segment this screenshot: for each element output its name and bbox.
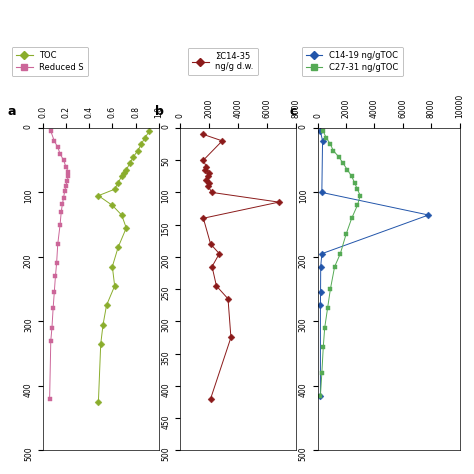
Legend: ΣC14-35
ng/g d.w.: ΣC14-35 ng/g d.w. bbox=[188, 48, 258, 75]
Text: a: a bbox=[8, 105, 16, 118]
Legend: TOC, Reduced S: TOC, Reduced S bbox=[12, 47, 88, 76]
Legend: C14-19 ng/gTOC, C27-31 ng/gTOC: C14-19 ng/gTOC, C27-31 ng/gTOC bbox=[301, 47, 402, 76]
Text: c: c bbox=[289, 105, 297, 118]
Text: b: b bbox=[155, 105, 164, 118]
